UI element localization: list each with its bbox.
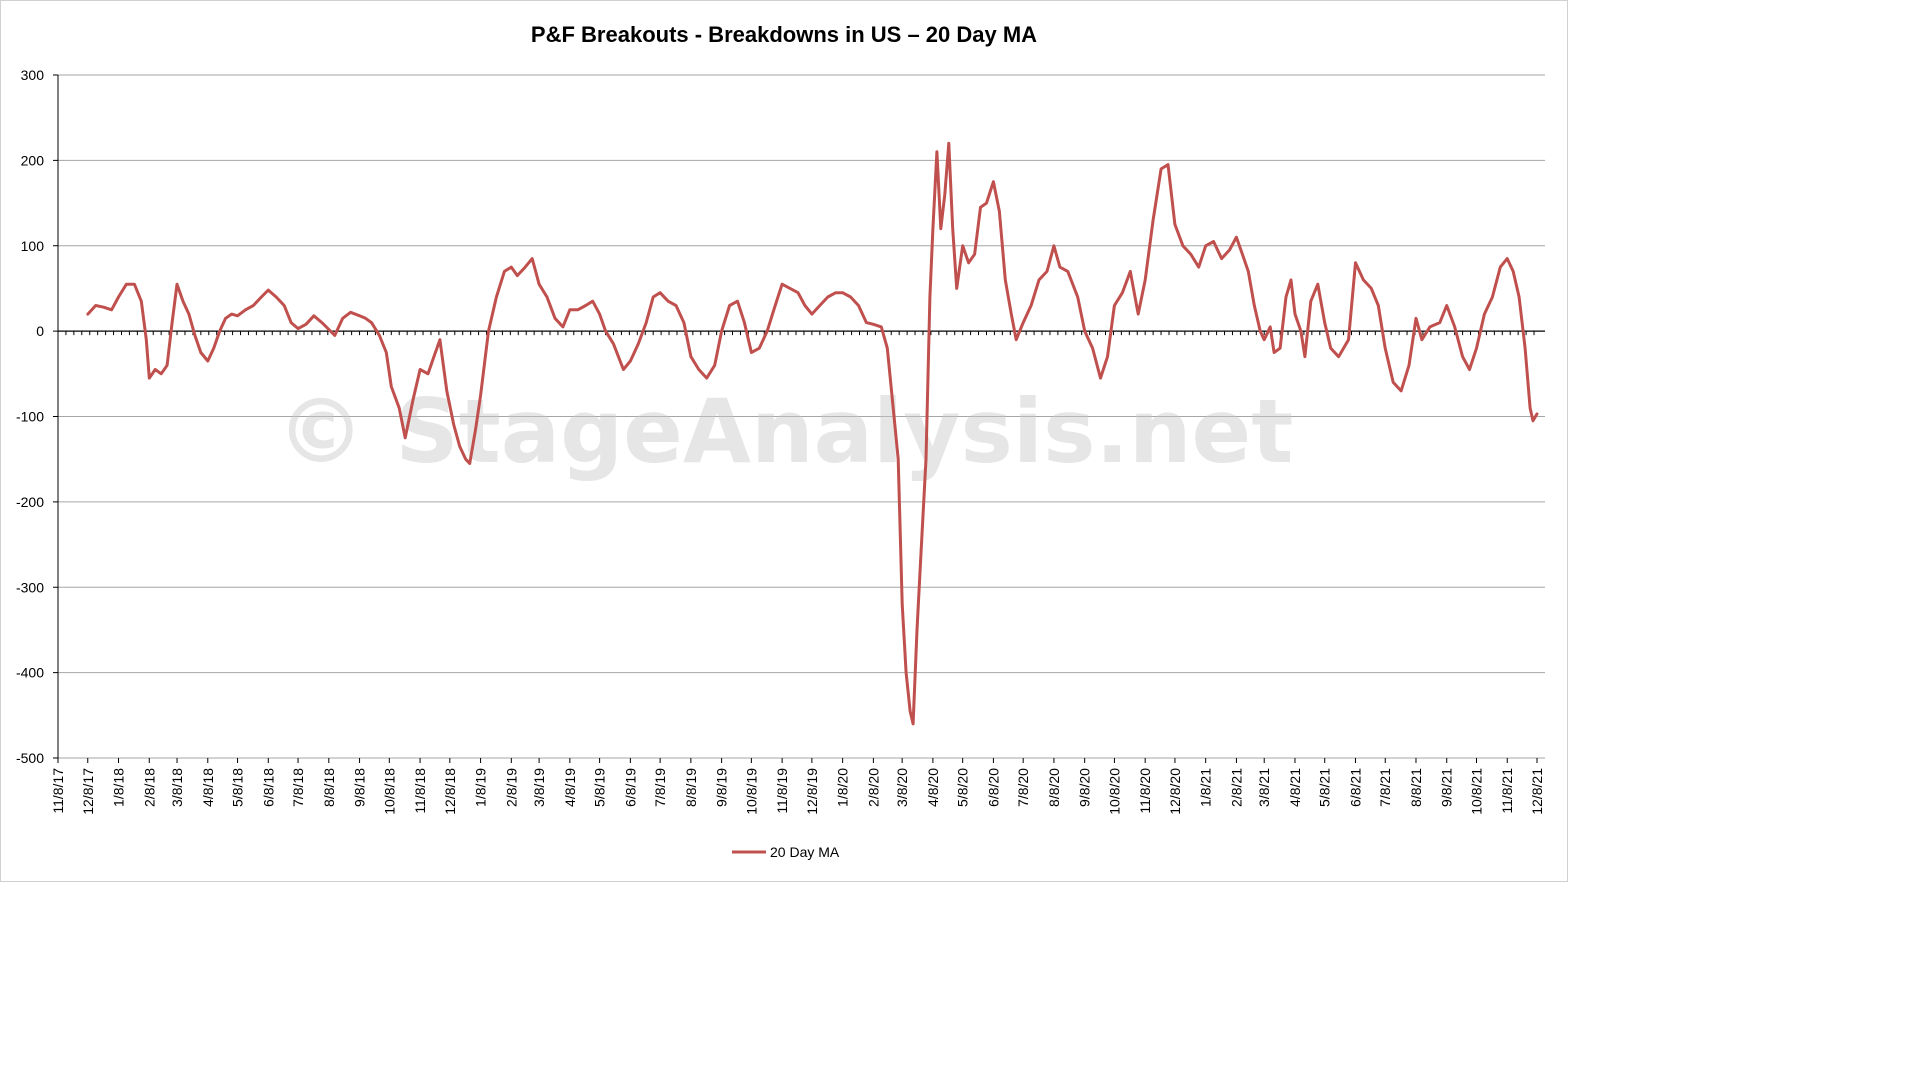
- series-layer: [86, 141, 1539, 726]
- x-tick-label: 8/8/20: [1046, 768, 1062, 807]
- x-tick-label: 4/8/21: [1287, 768, 1303, 807]
- x-tick-label: 7/8/20: [1015, 768, 1031, 807]
- y-tick-label: -100: [16, 409, 44, 425]
- x-tick-label: 9/8/19: [714, 768, 730, 807]
- y-tick-label: -200: [16, 494, 44, 510]
- x-tick-label: 7/8/19: [652, 768, 668, 807]
- y-tick-label: 300: [21, 67, 45, 83]
- x-tick-label: 2/8/21: [1228, 768, 1244, 807]
- x-tick-label: 2/8/18: [141, 768, 157, 807]
- y-tick-label: -500: [16, 750, 44, 766]
- y-axis-tick-labels: 300 200 100 0 -100 -200 -300 -400 -500: [16, 67, 44, 766]
- x-tick-label: 1/8/21: [1198, 768, 1214, 807]
- x-tick-label: 12/8/21: [1529, 768, 1545, 815]
- x-tick-label: 4/8/20: [925, 768, 941, 807]
- x-tick-label: 2/8/20: [865, 768, 881, 807]
- x-tick-label: 5/8/19: [592, 768, 608, 807]
- x-tick-label: 7/8/21: [1377, 768, 1393, 807]
- x-tick-label: 12/8/20: [1167, 768, 1183, 815]
- x-tick-label: 3/8/19: [531, 768, 547, 807]
- x-tick-label: 2/8/19: [503, 768, 519, 807]
- x-tick-label: 10/8/21: [1468, 768, 1484, 815]
- x-tick-label: 11/8/19: [774, 768, 790, 814]
- x-tick-label: 3/8/20: [894, 768, 910, 807]
- x-tick-label: 8/8/21: [1408, 768, 1424, 807]
- x-tick-label: 12/8/18: [442, 768, 458, 815]
- x-tick-label: 5/8/20: [955, 768, 971, 807]
- y-tick-label: -400: [16, 665, 44, 681]
- x-tick-label: 6/8/21: [1347, 768, 1363, 807]
- x-tick-label: 5/8/18: [230, 768, 246, 807]
- x-tick-label: 11/8/17: [50, 768, 66, 814]
- x-tick-label: 4/8/19: [562, 768, 578, 807]
- x-tick-label: 5/8/21: [1317, 768, 1333, 807]
- y-tick-label: -300: [16, 579, 44, 595]
- legend-label-20-day-ma: 20 Day MA: [770, 844, 840, 860]
- x-tick-label: 9/8/20: [1077, 768, 1093, 807]
- x-tick-label: 8/8/19: [683, 768, 699, 807]
- y-tick-label: 0: [36, 323, 44, 339]
- chart-plot: © StageAnalysis.net 300 200 100 0 -100 -200 -3…: [16, 67, 1545, 860]
- gridlines: [58, 74, 1545, 759]
- x-tick-label: 6/8/20: [985, 768, 1001, 807]
- x-tick-label: 6/8/19: [622, 768, 638, 807]
- x-tick-label: 1/8/19: [473, 768, 489, 807]
- x-tick-label: 12/8/19: [804, 768, 820, 815]
- axes: [53, 74, 1545, 763]
- x-tick-label: 9/8/18: [352, 768, 368, 807]
- x-tick-label: 10/8/20: [1106, 768, 1122, 815]
- x-tick-label: 4/8/18: [200, 768, 216, 807]
- x-tick-label: 9/8/21: [1439, 768, 1455, 807]
- series-line-20-day-ma: [86, 141, 1539, 726]
- x-tick-label: 8/8/18: [321, 768, 337, 807]
- chart-frame: [0, 0, 1568, 882]
- x-tick-label: 3/8/21: [1256, 768, 1272, 807]
- x-tick-label: 11/8/18: [412, 768, 428, 814]
- x-tick-label: 1/8/18: [111, 768, 127, 807]
- x-tick-label: 11/8/21: [1499, 768, 1515, 814]
- y-tick-label: 200: [21, 152, 45, 168]
- chart-title: P&F Breakouts - Breakdowns in US – 20 Da…: [530, 22, 1038, 47]
- x-tick-label: 1/8/20: [835, 768, 851, 807]
- x-tick-label: 6/8/18: [260, 768, 276, 807]
- x-axis-tick-labels: 11/8/17 12/8/17 1/8/18 2/8/18 3/8/18 4/8/18 5/…: [50, 768, 1545, 815]
- y-tick-label: 100: [21, 238, 45, 254]
- x-tick-label: 3/8/18: [169, 768, 185, 807]
- x-tick-label: 10/8/19: [743, 768, 759, 815]
- legend: 20 Day MA: [732, 844, 840, 860]
- x-tick-label: 12/8/17: [80, 768, 96, 815]
- watermark-text: © StageAnalysis.net: [277, 380, 1294, 483]
- x-tick-label: 10/8/18: [381, 768, 397, 815]
- x-tick-label: 7/8/18: [290, 768, 306, 807]
- x-tick-label: 11/8/20: [1137, 768, 1153, 814]
